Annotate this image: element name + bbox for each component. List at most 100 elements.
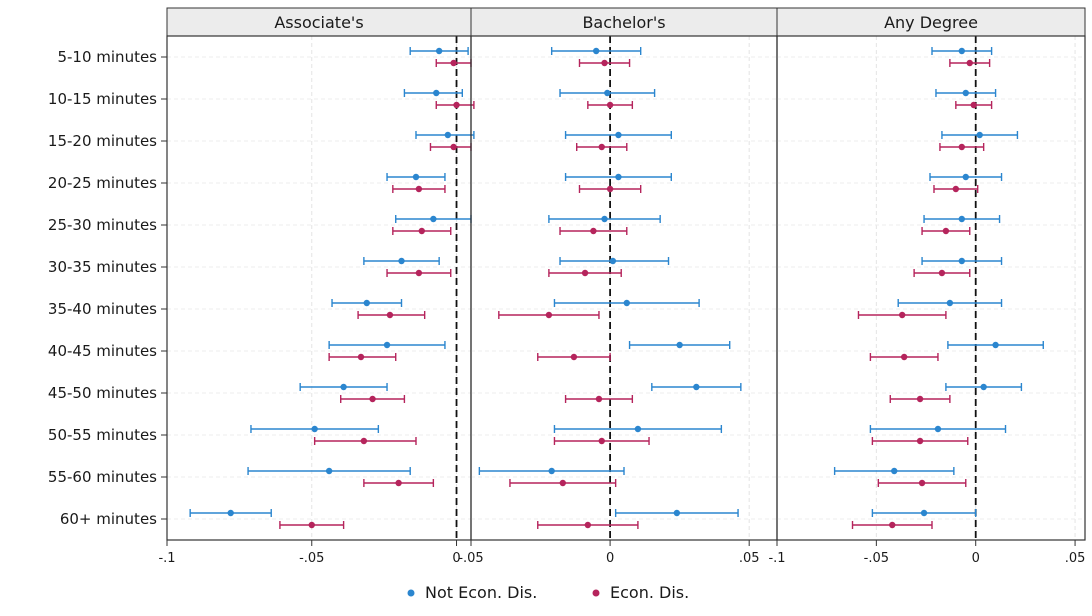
point-estimate-not	[601, 215, 608, 223]
point-estimate-econ	[308, 521, 315, 529]
point-estimate-not	[958, 215, 965, 223]
point-estimate-econ	[415, 185, 423, 193]
point-estimate-not	[311, 425, 318, 433]
legend-marker-not	[407, 589, 415, 597]
x-tick-label: .05	[1065, 551, 1086, 566]
point-estimate-econ	[598, 143, 605, 151]
point-estimate-not	[604, 89, 611, 97]
point-estimate-not	[435, 47, 443, 55]
point-estimate-not	[634, 425, 642, 433]
point-estimate-not	[430, 215, 437, 223]
point-estimate-not	[325, 467, 333, 475]
y-tick-label: 55-60 minutes	[48, 468, 157, 486]
y-tick-label: 15-20 minutes	[48, 132, 157, 150]
point-estimate-econ	[900, 353, 908, 361]
point-estimate-econ	[395, 479, 402, 487]
point-estimate-econ	[938, 269, 946, 277]
point-estimate-not	[976, 131, 983, 139]
point-estimate-econ	[581, 269, 589, 277]
panel-0: Associate's -.1 -.05 0	[158, 7, 475, 566]
point-estimate-not	[548, 467, 555, 475]
panel-title: Associate's	[274, 13, 363, 32]
point-estimate-econ	[889, 521, 896, 529]
point-estimate-econ	[453, 101, 460, 109]
panel-header	[166, 7, 472, 37]
point-estimate-not	[962, 89, 969, 97]
panel-title: Bachelor's	[582, 13, 665, 32]
panel-frame	[776, 35, 1086, 541]
point-estimate-econ	[590, 227, 597, 235]
point-estimate-not	[958, 257, 965, 265]
point-estimate-econ	[916, 437, 924, 445]
x-tick-label: -.05	[299, 551, 324, 566]
point-estimate-not	[673, 509, 681, 517]
x-tick-label: 0	[972, 551, 980, 566]
point-estimate-not	[980, 383, 987, 391]
panel-1: Bachelor's -.05 0 .05	[458, 7, 778, 566]
point-estimate-econ	[970, 101, 977, 109]
point-estimate-not	[958, 47, 965, 55]
point-estimate-econ	[369, 395, 376, 403]
point-estimate-econ	[584, 521, 592, 529]
x-tick-label: -.05	[458, 551, 483, 566]
y-tick-label: 35-40 minutes	[48, 300, 157, 318]
point-estimate-not	[920, 509, 928, 517]
y-tick-label: 50-55 minutes	[48, 426, 157, 444]
point-estimate-econ	[559, 479, 566, 487]
point-estimate-not	[363, 299, 370, 307]
point-estimate-not	[623, 299, 630, 307]
point-estimate-not	[227, 509, 234, 517]
legend: Not Econ. Dis. Econ. Dis.	[407, 583, 689, 602]
y-axis-labels: 5-10 minutes 10-15 minutes 15-20 minutes 20…	[48, 48, 167, 528]
point-estimate-not	[615, 131, 622, 139]
point-estimate-econ	[595, 395, 603, 403]
point-estimate-econ	[898, 311, 906, 319]
x-tick-label: .05	[739, 551, 760, 566]
y-tick-label: 40-45 minutes	[48, 342, 157, 360]
point-estimate-not	[412, 173, 420, 181]
legend-marker-econ	[592, 589, 600, 597]
point-estimate-not	[383, 341, 391, 349]
x-tick-label: -.05	[864, 551, 889, 566]
y-tick-label: 25-30 minutes	[48, 216, 157, 234]
y-tick-label: 10-15 minutes	[48, 90, 157, 108]
x-tick-label: 0	[452, 551, 460, 566]
x-tick-label: 0	[606, 551, 614, 566]
point-estimate-econ	[545, 311, 553, 319]
point-estimate-not	[444, 131, 452, 139]
x-tick-label: -.1	[158, 551, 175, 566]
point-estimate-not	[592, 47, 600, 55]
legend-label-econ: Econ. Dis.	[610, 583, 689, 602]
point-estimate-econ	[606, 185, 614, 193]
point-estimate-econ	[598, 437, 605, 445]
point-estimate-not	[693, 383, 700, 391]
point-estimate-econ	[601, 59, 608, 67]
y-tick-label: 5-10 minutes	[57, 48, 157, 66]
point-estimate-econ	[360, 437, 368, 445]
point-estimate-econ	[966, 59, 973, 67]
point-estimate-not	[934, 425, 942, 433]
point-estimate-not	[340, 383, 347, 391]
y-tick-label: 20-25 minutes	[48, 174, 157, 192]
point-estimate-not	[433, 89, 440, 97]
point-estimate-not	[946, 299, 954, 307]
point-estimate-not	[891, 467, 898, 475]
point-estimate-econ	[606, 101, 614, 109]
point-estimate-not	[992, 341, 999, 349]
point-estimate-econ	[958, 143, 965, 151]
point-estimate-econ	[450, 143, 457, 151]
point-estimate-econ	[570, 353, 578, 361]
point-estimate-econ	[415, 269, 423, 277]
point-estimate-econ	[918, 479, 926, 487]
x-tick-label: -.1	[768, 551, 785, 566]
legend-label-not: Not Econ. Dis.	[425, 583, 537, 602]
y-tick-label: 30-35 minutes	[48, 258, 157, 276]
point-estimate-not	[962, 173, 969, 181]
y-tick-label: 60+ minutes	[60, 510, 157, 528]
panel-title: Any Degree	[884, 13, 978, 32]
point-estimate-econ	[418, 227, 425, 235]
point-estimate-not	[676, 341, 683, 349]
